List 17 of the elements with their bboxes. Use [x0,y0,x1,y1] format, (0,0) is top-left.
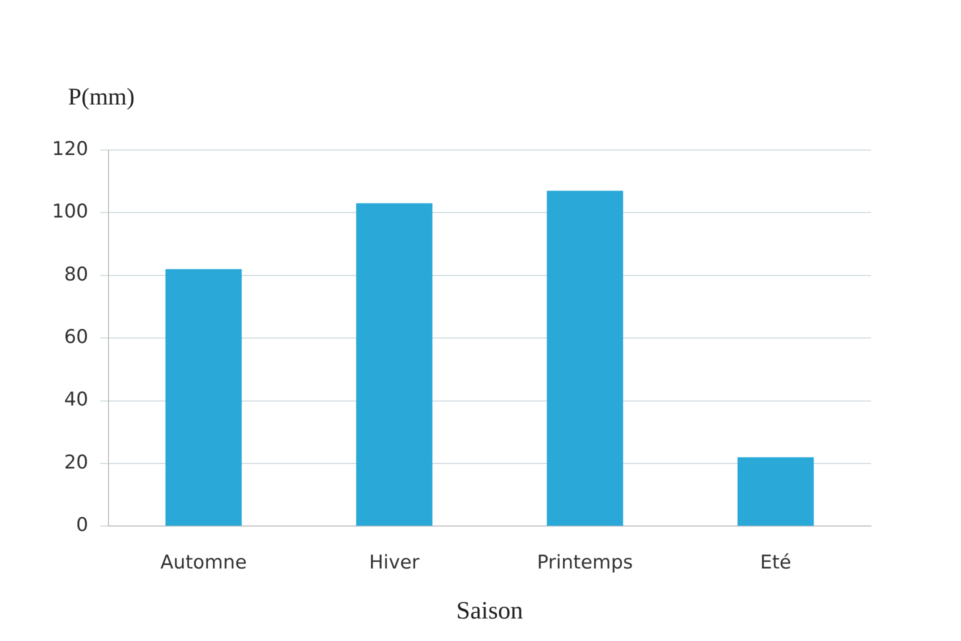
y-tick-label: 100 [52,200,88,223]
y-tick-label: 0 [76,514,88,536]
bar [738,457,814,526]
y-tick-label: 20 [64,451,88,474]
x-tick-label: Printemps [537,552,633,574]
bar [165,269,242,526]
x-axis-title: Saison [456,598,524,625]
y-tick-label: 80 [64,263,88,286]
x-tick-label: Hiver [369,552,420,574]
y-tick-label: 120 [52,138,88,160]
x-tick-label: Eté [760,552,792,574]
y-tick-label: 40 [64,388,88,411]
x-tick-label: Automne [160,552,247,574]
y-axis-title: P(mm) [68,84,135,110]
y-tick-label: 60 [64,326,88,348]
bar [546,190,624,526]
bar [356,203,432,526]
